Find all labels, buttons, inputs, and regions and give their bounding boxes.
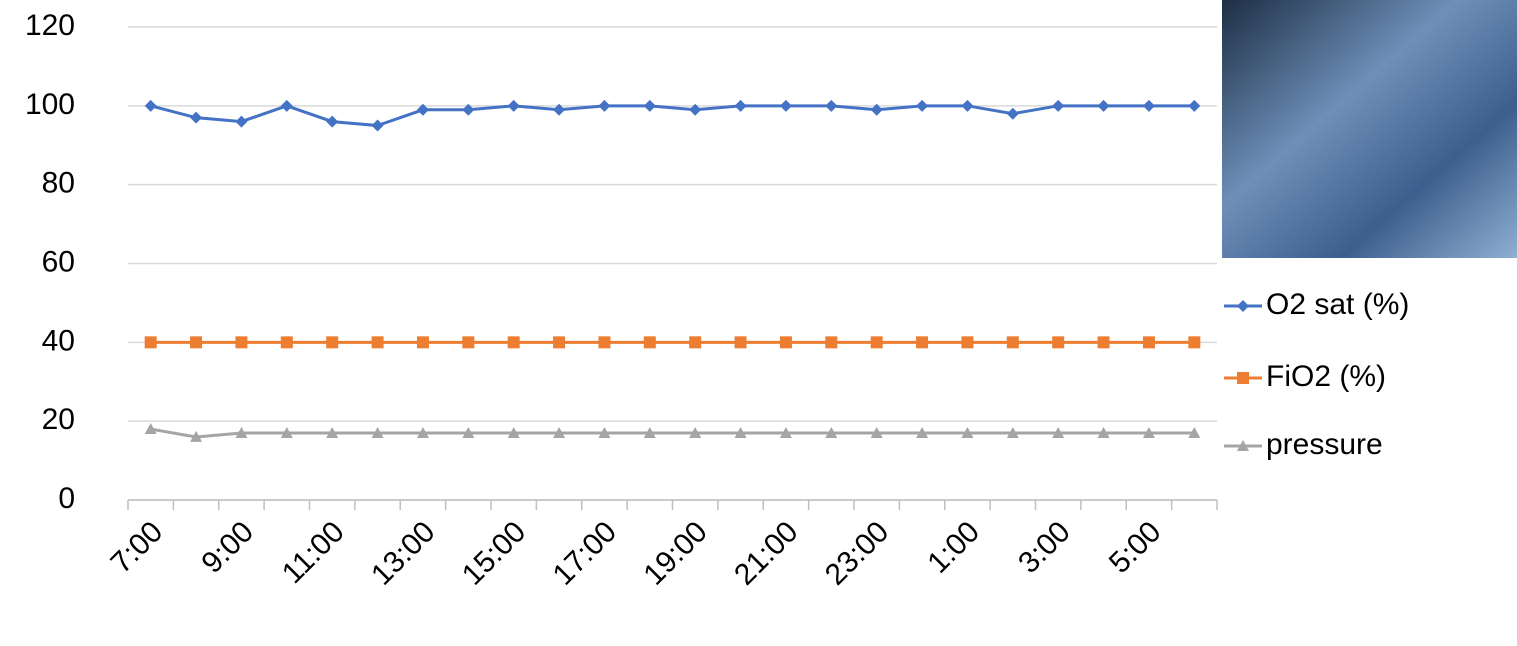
data-point: [916, 100, 928, 112]
y-tick-label: 60: [42, 245, 75, 278]
data-point: [145, 100, 157, 112]
page: {"chart_data": {"type": "line", "categor…: [0, 0, 1517, 641]
y-tick-label: 120: [25, 9, 75, 42]
photo: [1222, 0, 1517, 258]
series-line: [151, 429, 1195, 437]
legend-label: pressure: [1266, 428, 1383, 461]
data-point: [145, 336, 157, 348]
data-point: [871, 336, 883, 348]
data-point: [598, 336, 610, 348]
x-tick-label: 1:00: [921, 515, 986, 580]
data-point: [1052, 100, 1064, 112]
x-tick-label: 17:00: [547, 515, 623, 591]
x-tick-label: 3:00: [1012, 515, 1077, 580]
data-point: [780, 100, 792, 112]
data-point: [961, 100, 973, 112]
x-tick-label: 23:00: [819, 515, 895, 591]
series-line: [151, 106, 1195, 126]
data-point: [417, 336, 429, 348]
data-point: [462, 336, 474, 348]
data-point: [916, 336, 928, 348]
data-point: [1098, 100, 1110, 112]
data-point: [372, 120, 384, 132]
x-tick-label: 11:00: [276, 515, 351, 590]
data-point: [1143, 100, 1155, 112]
data-point: [1188, 336, 1200, 348]
data-point: [1143, 336, 1155, 348]
data-point: [1007, 108, 1019, 120]
y-tick-label: 80: [42, 167, 75, 200]
legend-marker: [1237, 300, 1249, 312]
data-point: [553, 336, 565, 348]
data-point: [190, 112, 202, 124]
data-point: [780, 336, 792, 348]
data-point: [235, 336, 247, 348]
data-point: [644, 100, 656, 112]
data-point: [1007, 336, 1019, 348]
data-point: [644, 336, 656, 348]
data-point: [1098, 336, 1110, 348]
x-tick-label: 21:00: [728, 515, 804, 591]
y-tick-label: 40: [42, 324, 75, 357]
data-point: [735, 336, 747, 348]
data-point: [281, 100, 293, 112]
legend-label: FiO2 (%): [1266, 360, 1386, 393]
x-tick-label: 13:00: [365, 515, 441, 591]
data-point: [961, 336, 973, 348]
data-point: [598, 100, 610, 112]
legend-marker: [1237, 372, 1249, 384]
x-tick-label: 7:00: [105, 515, 170, 580]
data-point: [508, 336, 520, 348]
data-point: [372, 336, 384, 348]
data-point: [508, 100, 520, 112]
x-tick-label: 15:00: [456, 515, 532, 591]
data-point: [190, 336, 202, 348]
data-point: [825, 336, 837, 348]
x-tick-label: 5:00: [1103, 515, 1168, 580]
chart: 0 20 40 60 80 100 120 7:00 9:0011:0013:0015:0017…: [0, 0, 1517, 641]
data-point: [326, 336, 338, 348]
data-point: [689, 336, 701, 348]
x-tick-label: 9:00: [195, 515, 260, 580]
data-point: [281, 336, 293, 348]
data-point: [1052, 336, 1064, 348]
x-tick-label: 19:00: [637, 515, 713, 591]
y-tick-label: 0: [58, 482, 75, 515]
data-point: [1188, 100, 1200, 112]
data-point: [326, 116, 338, 128]
y-tick-label: 20: [42, 403, 75, 436]
data-point: [735, 100, 747, 112]
y-tick-label: 100: [25, 88, 75, 121]
data-point: [825, 100, 837, 112]
data-point: [235, 116, 247, 128]
legend-label: O2 sat (%): [1266, 288, 1409, 321]
